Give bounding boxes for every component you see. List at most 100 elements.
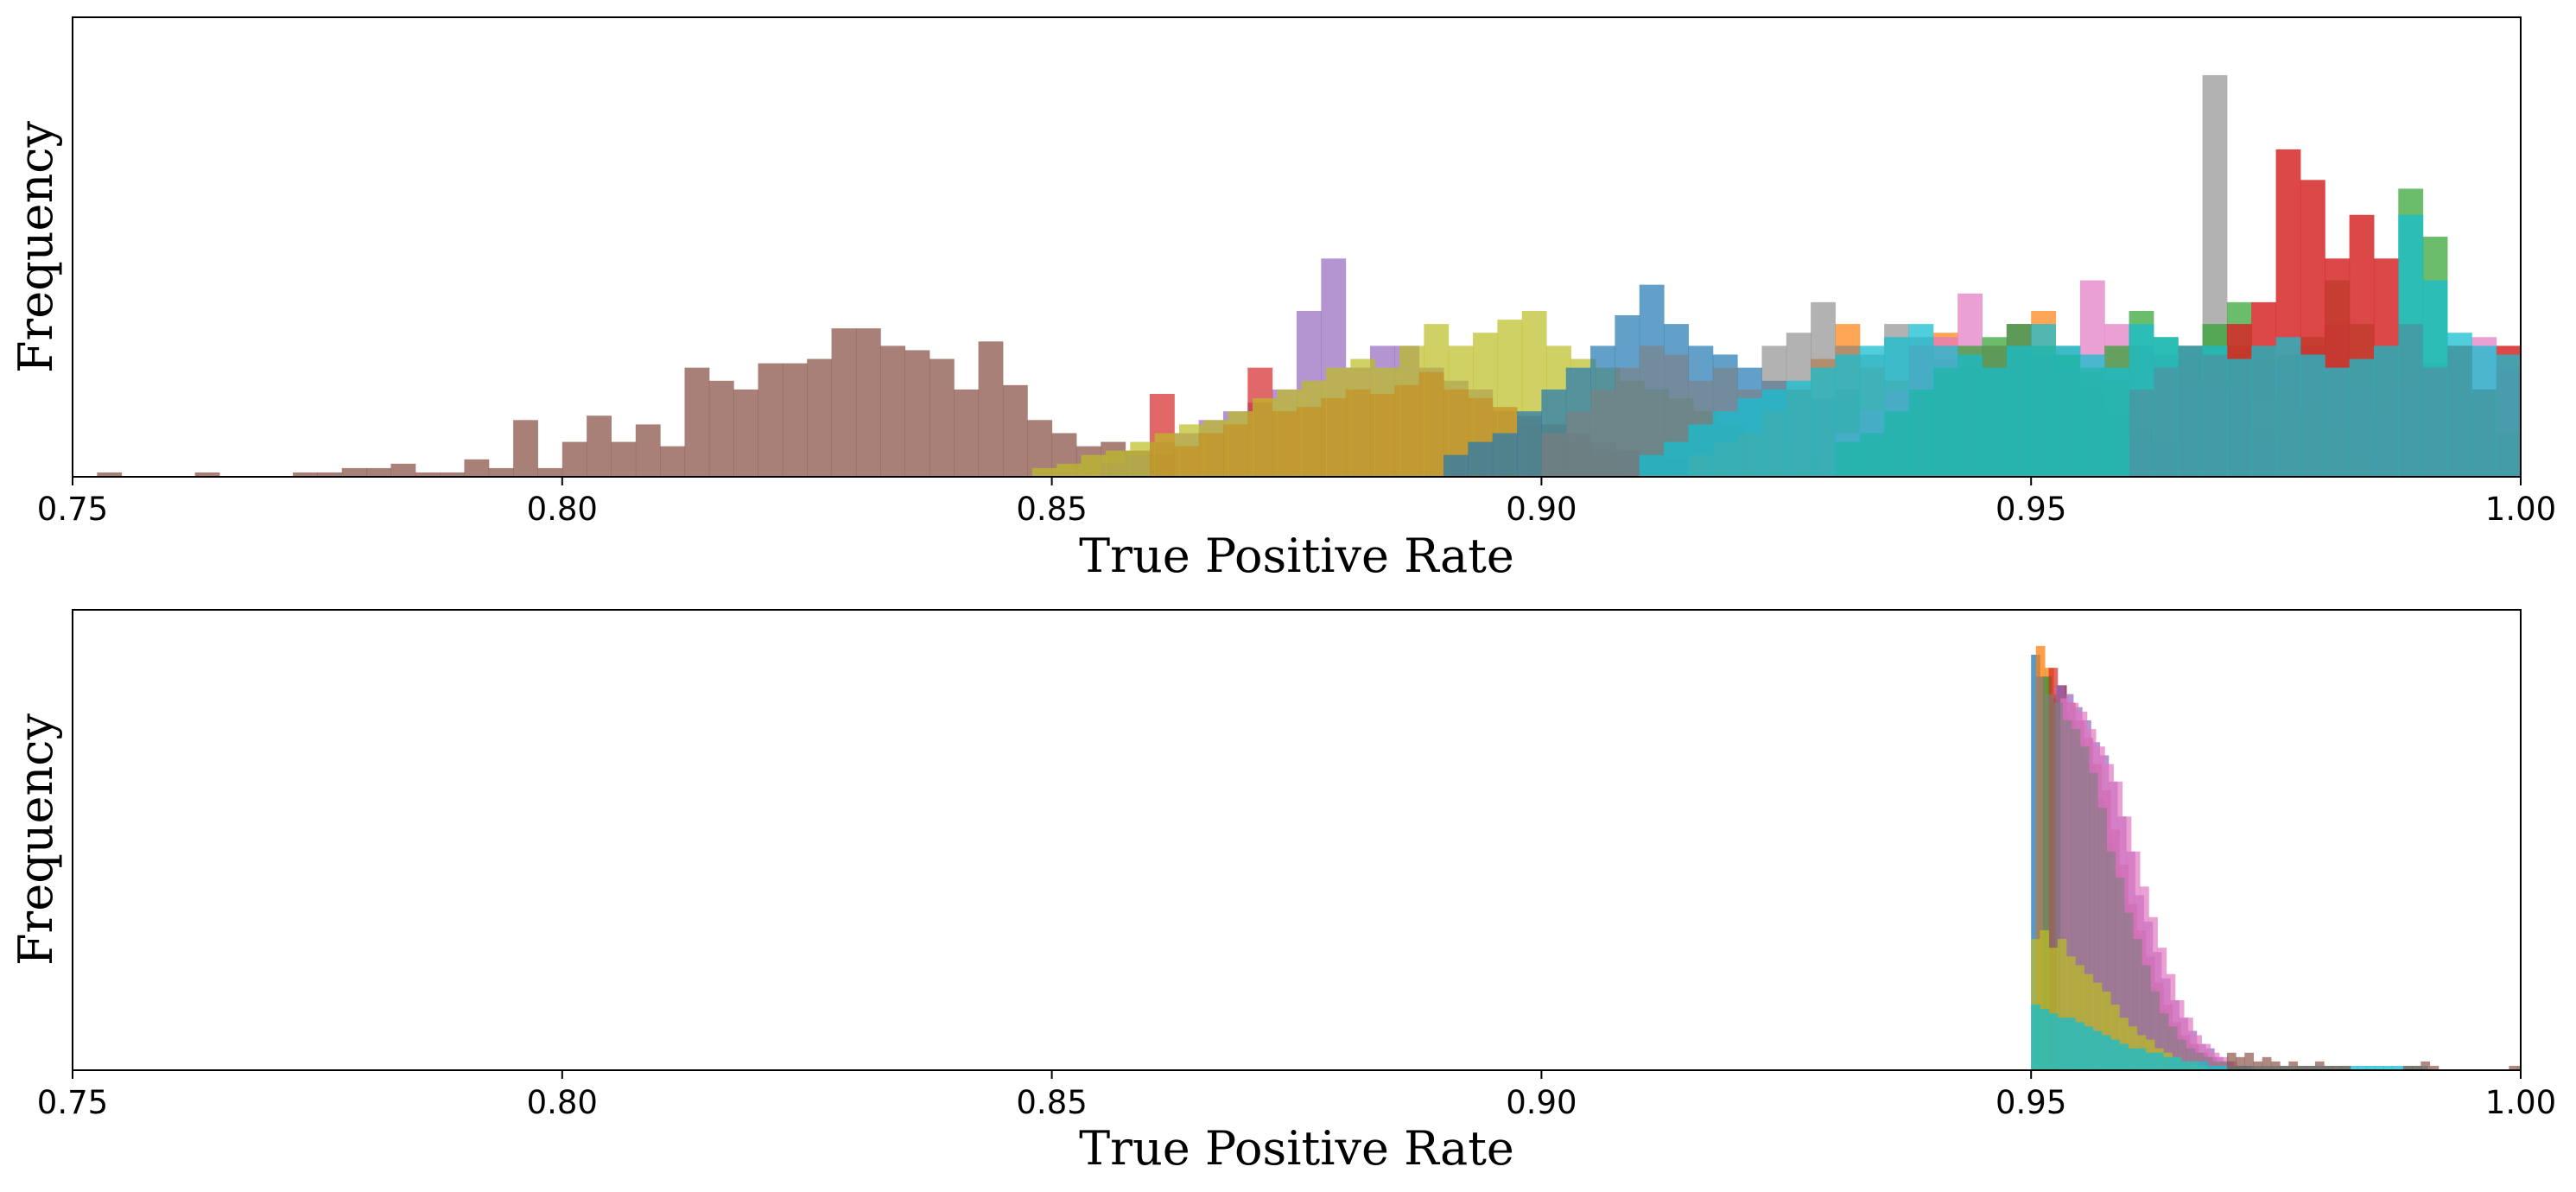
bottom-bar-tail-11 <box>2324 1065 2333 1070</box>
top-bar-gray-3 <box>1615 367 1640 477</box>
bottom-bar-tail-21 <box>2412 1065 2421 1070</box>
top-bar-teal-28 <box>2325 367 2351 477</box>
bottom-bar-teal-9 <box>2110 1039 2120 1070</box>
bottom-bar-pink-11 <box>2157 948 2167 1070</box>
top-bar-brown-30 <box>831 328 857 477</box>
top-bar-teal-18 <box>2079 354 2105 477</box>
top-bar-olive-3 <box>1105 450 1131 477</box>
bottom-bar-tail-13 <box>2341 1065 2351 1070</box>
top-bar-teal-25 <box>2251 346 2277 477</box>
top-axes-frame <box>72 16 2522 478</box>
top-bar-gray-2 <box>1590 389 1615 477</box>
top-histogram-bars <box>97 75 2522 478</box>
bottom-axes-frame <box>72 609 2522 1071</box>
top-bar-brown-10 <box>341 467 367 477</box>
bottom-bar-pink-13 <box>2174 999 2185 1070</box>
bottom-bar-tail-23 <box>2429 1065 2440 1070</box>
top-bar-brown-34 <box>929 358 955 477</box>
bottom-bar-tail-12 <box>2332 1065 2343 1070</box>
bottom-bar-teal-19 <box>2198 1061 2208 1070</box>
top-bar-teal-22 <box>2178 346 2204 477</box>
bottom-bar-teal-36 <box>2348 1065 2358 1070</box>
bottom-bar-teal-14 <box>2154 1052 2164 1070</box>
top-bar-brown-8 <box>293 472 318 477</box>
top-bar-teal-30 <box>2373 346 2399 477</box>
top-bar-teal-17 <box>2055 346 2081 477</box>
bottom-bar-olive-9 <box>2110 1005 2120 1070</box>
top-bar-blue-1 <box>1468 441 1494 477</box>
top-bar-olive-6 <box>1178 424 1204 477</box>
bottom-bar-olive-7 <box>2092 982 2103 1070</box>
top-bar-brown-19 <box>562 441 587 477</box>
top-bar-brown-38 <box>1027 420 1053 477</box>
bottom-bar-teal-17 <box>2180 1061 2191 1070</box>
top-bar-brown-28 <box>782 363 808 477</box>
top-bar-brown-13 <box>415 472 441 477</box>
bottom-bar-tail-33 <box>2517 1065 2522 1070</box>
bottom-bar-teal-18 <box>2189 1061 2199 1070</box>
bottom-bar-gray-9 <box>2115 878 2125 1070</box>
bottom-bar-gray-1 <box>2045 694 2054 1070</box>
bottom-bar-teal-2 <box>2048 1013 2059 1070</box>
bottom-bar-teal-39 <box>2375 1065 2384 1070</box>
bottom-bar-gray-13 <box>2150 991 2160 1070</box>
top-bar-brown-20 <box>587 415 612 477</box>
top-bar-teal-26 <box>2275 337 2301 477</box>
top-x-tick-label-4: 0.95 <box>1995 491 2066 528</box>
top-bar-brown-36 <box>978 341 1004 477</box>
bottom-bar-teal-5 <box>2075 1022 2084 1070</box>
top-bar-olive-13 <box>1350 358 1376 477</box>
top-bar-teal-7 <box>1811 367 1836 477</box>
bottom-bar-teal-37 <box>2357 1065 2367 1070</box>
bottom-bar-olive-8 <box>2101 991 2111 1070</box>
bottom-bar-teal-13 <box>2145 1052 2155 1070</box>
bottom-bar-gray-16 <box>2177 1039 2186 1070</box>
bottom-bar-gray-17 <box>2186 1048 2196 1070</box>
top-bar-teal-13 <box>1957 354 1983 477</box>
top-x-tick-label-2: 0.85 <box>1016 491 1087 528</box>
bottom-bar-tail-3 <box>2253 1061 2263 1070</box>
top-bar-olive-8 <box>1228 411 1253 477</box>
bottom-bar-gray-6 <box>2089 772 2098 1070</box>
top-bar-teal-10 <box>1884 337 1909 477</box>
bottom-bar-tail-7 <box>2288 1061 2299 1070</box>
top-bar-brown-35 <box>954 389 980 477</box>
bottom-bar-tail-1 <box>2236 1056 2245 1070</box>
top-bar-teal-24 <box>2226 358 2252 477</box>
top-x-ticks: 0.75 0.80 0.85 0.90 0.95 1.00 <box>37 477 2556 528</box>
top-x-tick-label-0: 0.75 <box>37 491 108 528</box>
top-bar-teal-6 <box>1786 380 1811 477</box>
top-bar-teal-32 <box>2422 280 2448 477</box>
top-bar-brown-15 <box>464 459 490 477</box>
top-bar-olive-11 <box>1301 380 1327 477</box>
bottom-bar-gray-4 <box>2071 729 2081 1070</box>
bottom-x-axis-title: True Positive Rate <box>1079 1121 1514 1176</box>
top-bar-teal-29 <box>2349 358 2375 477</box>
top-bar-brown-26 <box>733 389 759 477</box>
bottom-bar-gray-8 <box>2106 851 2116 1070</box>
bottom-bar-gray-15 <box>2167 1026 2178 1070</box>
top-bar-brown-18 <box>537 467 563 477</box>
bottom-bar-teal-3 <box>2057 1018 2067 1070</box>
top-bar-teal-27 <box>2300 354 2325 477</box>
top-bar-teal-9 <box>1859 346 1885 477</box>
bottom-bar-teal-41 <box>2392 1065 2402 1070</box>
bottom-bar-teal-8 <box>2101 1035 2111 1070</box>
top-bar-brown-11 <box>366 467 391 477</box>
bottom-bar-tail-22 <box>2421 1061 2431 1070</box>
top-bar-blue-3 <box>1517 411 1542 477</box>
bottom-bar-tail-20 <box>2402 1065 2413 1070</box>
bottom-bar-teal-6 <box>2084 1026 2094 1070</box>
top-bar-teal-5 <box>1761 389 1787 477</box>
top-bar-brown-16 <box>488 467 514 477</box>
top-bar-brown-25 <box>708 380 734 477</box>
bottom-bar-teal-10 <box>2119 1043 2129 1070</box>
bottom-x-ticks: 0.75 0.80 0.85 0.90 0.95 1.00 <box>37 1070 2556 1121</box>
bottom-histogram-bars <box>2031 645 2522 1070</box>
top-bar-brown-12 <box>390 463 416 477</box>
bottom-x-tick-label-0: 0.75 <box>37 1084 108 1121</box>
top-bar-brown-17 <box>513 420 538 477</box>
top-bar-brown-21 <box>611 441 637 477</box>
bottom-bar-teal-7 <box>2092 1030 2103 1070</box>
